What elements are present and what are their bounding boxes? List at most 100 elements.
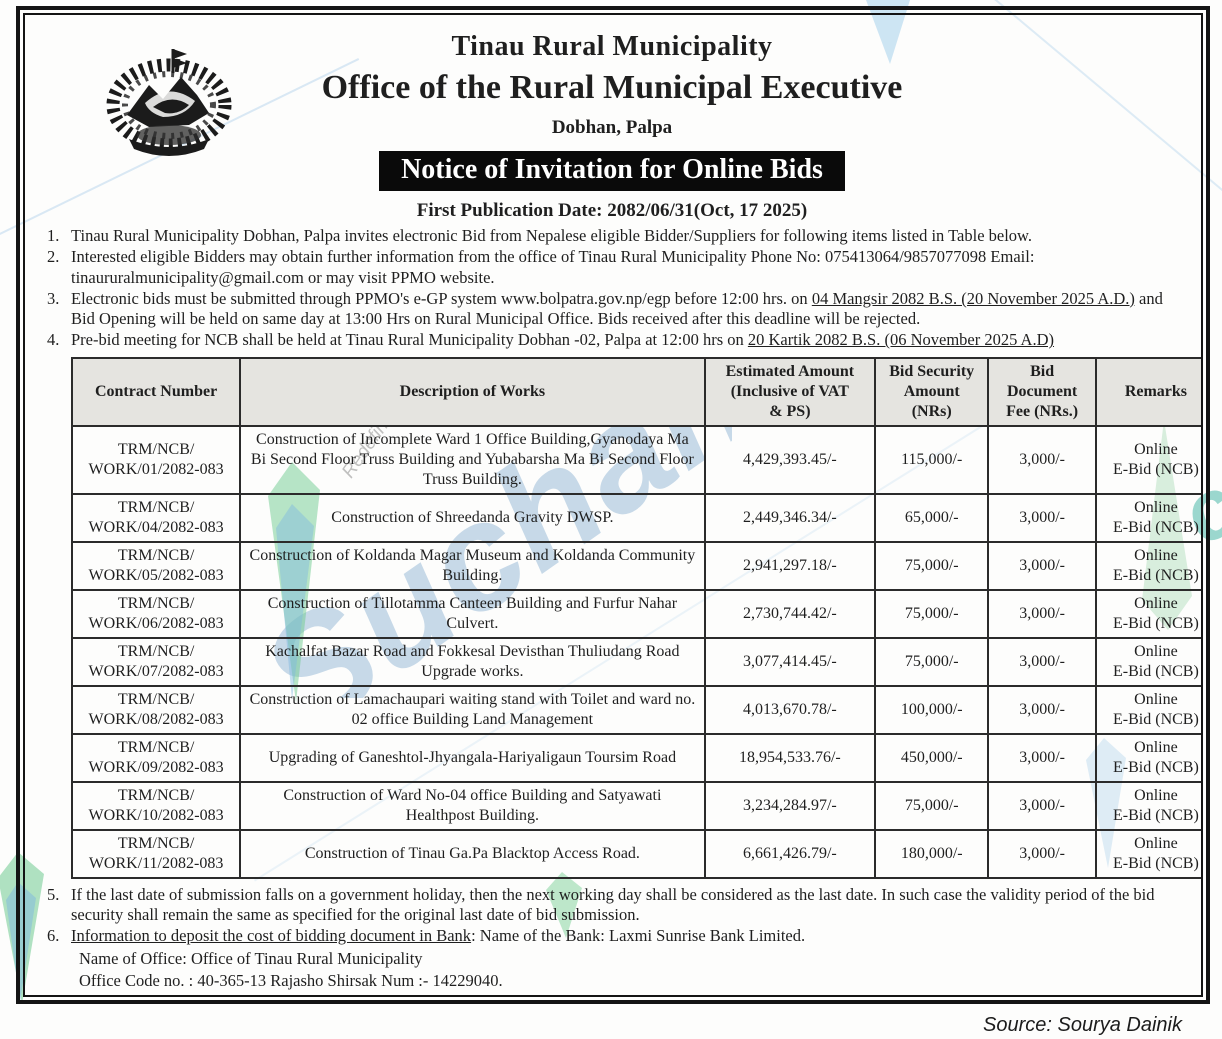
document-fee: 3,000/- (987, 540, 1097, 591)
document-fee: 3,000/- (987, 732, 1097, 783)
col-bid-security: Bid Security Amount (NRs) (874, 356, 990, 427)
office-title: Office of the Rural Municipal Executive (321, 69, 903, 106)
table-row: TRM/NCB/ WORK/11/2082-083 Construction o… (70, 828, 1201, 879)
bid-security: 180,000/- (874, 828, 990, 879)
work-description: Construction of Lamachaupari waiting sta… (239, 684, 706, 735)
remarks: Online E-Bid (NCB) (1094, 588, 1201, 639)
prebid-date: 20 Kartik 2082 B.S. (06 November 2025 A.… (747, 330, 1055, 350)
nepal-emblem-logo (106, 49, 232, 156)
estimated-amount: 4,013,670.78/- (703, 684, 877, 735)
intro-item-1: 1. Tinau Rural Municipality Dobhan, Palp… (39, 226, 1187, 246)
document-fee: 3,000/- (987, 684, 1097, 735)
col-description: Description of Works (239, 356, 706, 427)
item-number: 6. (47, 926, 60, 946)
remarks: Online E-Bid (NCB) (1094, 684, 1201, 735)
estimated-amount: 3,234,284.97/- (703, 780, 877, 831)
col-document-fee: Bid Document Fee (NRs.) (987, 356, 1097, 427)
remarks: Online E-Bid (NCB) (1094, 828, 1201, 879)
estimated-amount: 18,954,533.76/- (703, 732, 877, 783)
intro-item-3: 3. Electronic bids must be submitted thr… (39, 289, 1187, 330)
col-contract-number: Contract Number (70, 356, 242, 427)
remarks: Online E-Bid (NCB) (1094, 732, 1201, 783)
item-text: Interested eligible Bidders may obtain f… (71, 247, 1035, 287)
document-body: Tinau Rural Municipality Office of the R… (23, 13, 1203, 997)
remarks: Online E-Bid (NCB) (1094, 780, 1201, 831)
bid-security: 450,000/- (874, 732, 990, 783)
estimated-amount: 2,941,297.18/- (703, 540, 877, 591)
document-fee: 3,000/- (987, 636, 1097, 687)
work-description: Construction of Incomplete Ward 1 Office… (239, 424, 706, 495)
contract-number: TRM/NCB/ WORK/10/2082-083 (70, 780, 242, 831)
bid-security: 115,000/- (874, 424, 990, 495)
item-text: If the last date of submission falls on … (71, 884, 1155, 924)
office-code-line: Office Code no. : 40-365-13 Rajasho Shir… (79, 970, 503, 990)
office-accounts-line: Office Account No: 08103000028 (For Bid … (79, 992, 1187, 995)
work-description: Upgrading of Ganeshtol-Jhyangala-Hariyal… (239, 732, 706, 783)
remarks: Online E-Bid (NCB) (1094, 492, 1201, 543)
table-row: TRM/NCB/ WORK/01/2082-083 Construction o… (70, 424, 1201, 495)
bid-security: 75,000/- (874, 636, 990, 687)
item-text: Tinau Rural Municipality Dobhan, Palpa i… (71, 226, 1033, 245)
work-description: Construction of Ward No-04 office Buildi… (239, 780, 706, 831)
bids-table: Contract Number Description of Works Est… (70, 356, 1201, 879)
contract-number: TRM/NCB/ WORK/06/2082-083 (70, 588, 242, 639)
remarks: Online E-Bid (NCB) (1094, 424, 1201, 495)
item-text: Information to deposit the cost of biddi… (71, 926, 806, 946)
contract-number: TRM/NCB/ WORK/11/2082-083 (70, 828, 242, 879)
table-row: TRM/NCB/ WORK/07/2082-083 Kachalfat Baza… (70, 636, 1201, 687)
work-description: Kachalfat Bazar Road and Fokkesal Devist… (239, 636, 706, 687)
estimated-amount: 2,449,346.34/- (703, 492, 877, 543)
bid-security: 75,000/- (874, 540, 990, 591)
document-fee: 3,000/- (987, 492, 1097, 543)
source-caption: Source: Sourya Dainik (983, 1014, 1182, 1036)
publication-date: First Publication Date: 2082/06/31(Oct, … (416, 200, 808, 221)
estimated-amount: 2,730,744.42/- (703, 588, 877, 639)
document-fee: 3,000/- (987, 828, 1097, 879)
item-number: 1. (47, 226, 60, 245)
document-fee: 3,000/- (987, 588, 1097, 639)
contract-number: TRM/NCB/ WORK/09/2082-083 (70, 732, 242, 783)
intro-list: 1. Tinau Rural Municipality Dobhan, Palp… (39, 226, 1187, 351)
table-row: TRM/NCB/ WORK/05/2082-083 Construction o… (70, 540, 1201, 591)
deadline-date: 04 Mangsir 2082 B.S. (20 November 2025 A… (811, 288, 1135, 308)
document-frame: Tinau Rural Municipality Office of the R… (16, 6, 1210, 1004)
item-number: 3. (47, 288, 60, 308)
location-line: Dobhan, Palpa (551, 117, 673, 138)
bid-security: 75,000/- (874, 588, 990, 639)
remarks: Online E-Bid (NCB) (1094, 636, 1201, 687)
office-name-line: Name of Office: Office of Tinau Rural Mu… (79, 948, 423, 968)
work-description: Construction of Tillotamma Canteen Build… (239, 588, 706, 639)
estimated-amount: 6,661,426.79/- (703, 828, 877, 879)
item-text: Pre-bid meeting for NCB shall be held at… (71, 330, 1055, 350)
bid-security: 65,000/- (874, 492, 990, 543)
estimated-amount: 3,077,414.45/- (703, 636, 877, 687)
intro-item-4: 4. Pre-bid meeting for NCB shall be held… (39, 330, 1187, 350)
contract-number: TRM/NCB/ WORK/01/2082-083 (70, 424, 242, 495)
intro-item-2: 2. Interested eligible Bidders may obtai… (39, 247, 1187, 288)
document-header: Tinau Rural Municipality Office of the R… (35, 31, 1189, 222)
closing-item-5: 5. If the last date of submission falls … (39, 885, 1187, 926)
table-row: TRM/NCB/ WORK/04/2082-083 Construction o… (70, 492, 1201, 543)
notice-banner: Notice of Invitation for Online Bids (379, 151, 845, 191)
contract-number: TRM/NCB/ WORK/05/2082-083 (70, 540, 242, 591)
table-row: TRM/NCB/ WORK/10/2082-083 Construction o… (70, 780, 1201, 831)
work-description: Construction of Tinau Ga.Pa Blacktop Acc… (239, 828, 706, 879)
table-row: TRM/NCB/ WORK/09/2082-083 Upgrading of G… (70, 732, 1201, 783)
item-number: 5. (47, 884, 60, 904)
table-row: TRM/NCB/ WORK/06/2082-083 Construction o… (70, 588, 1201, 639)
item-text: Electronic bids must be submitted throug… (71, 288, 1163, 329)
col-estimated-amount: Estimated Amount (Inclusive of VAT & PS) (703, 356, 877, 427)
work-description: Construction of Shreedanda Gravity DWSP. (239, 492, 706, 543)
bank-info-heading: Information to deposit the cost of biddi… (71, 926, 472, 946)
document-fee: 3,000/- (987, 424, 1097, 495)
work-description: Construction of Koldanda Magar Museum an… (239, 540, 706, 591)
estimated-amount: 4,429,393.45/- (703, 424, 877, 495)
item-number: 2. (47, 247, 60, 267)
municipality-title: Tinau Rural Municipality (451, 31, 773, 62)
col-remarks: Remarks (1094, 356, 1201, 427)
bid-security: 100,000/- (874, 684, 990, 735)
closing-item-6: 6. Information to deposit the cost of bi… (39, 926, 1187, 946)
item-number: 4. (47, 330, 60, 350)
remarks: Online E-Bid (NCB) (1094, 540, 1201, 591)
contract-number: TRM/NCB/ WORK/04/2082-083 (70, 492, 242, 543)
